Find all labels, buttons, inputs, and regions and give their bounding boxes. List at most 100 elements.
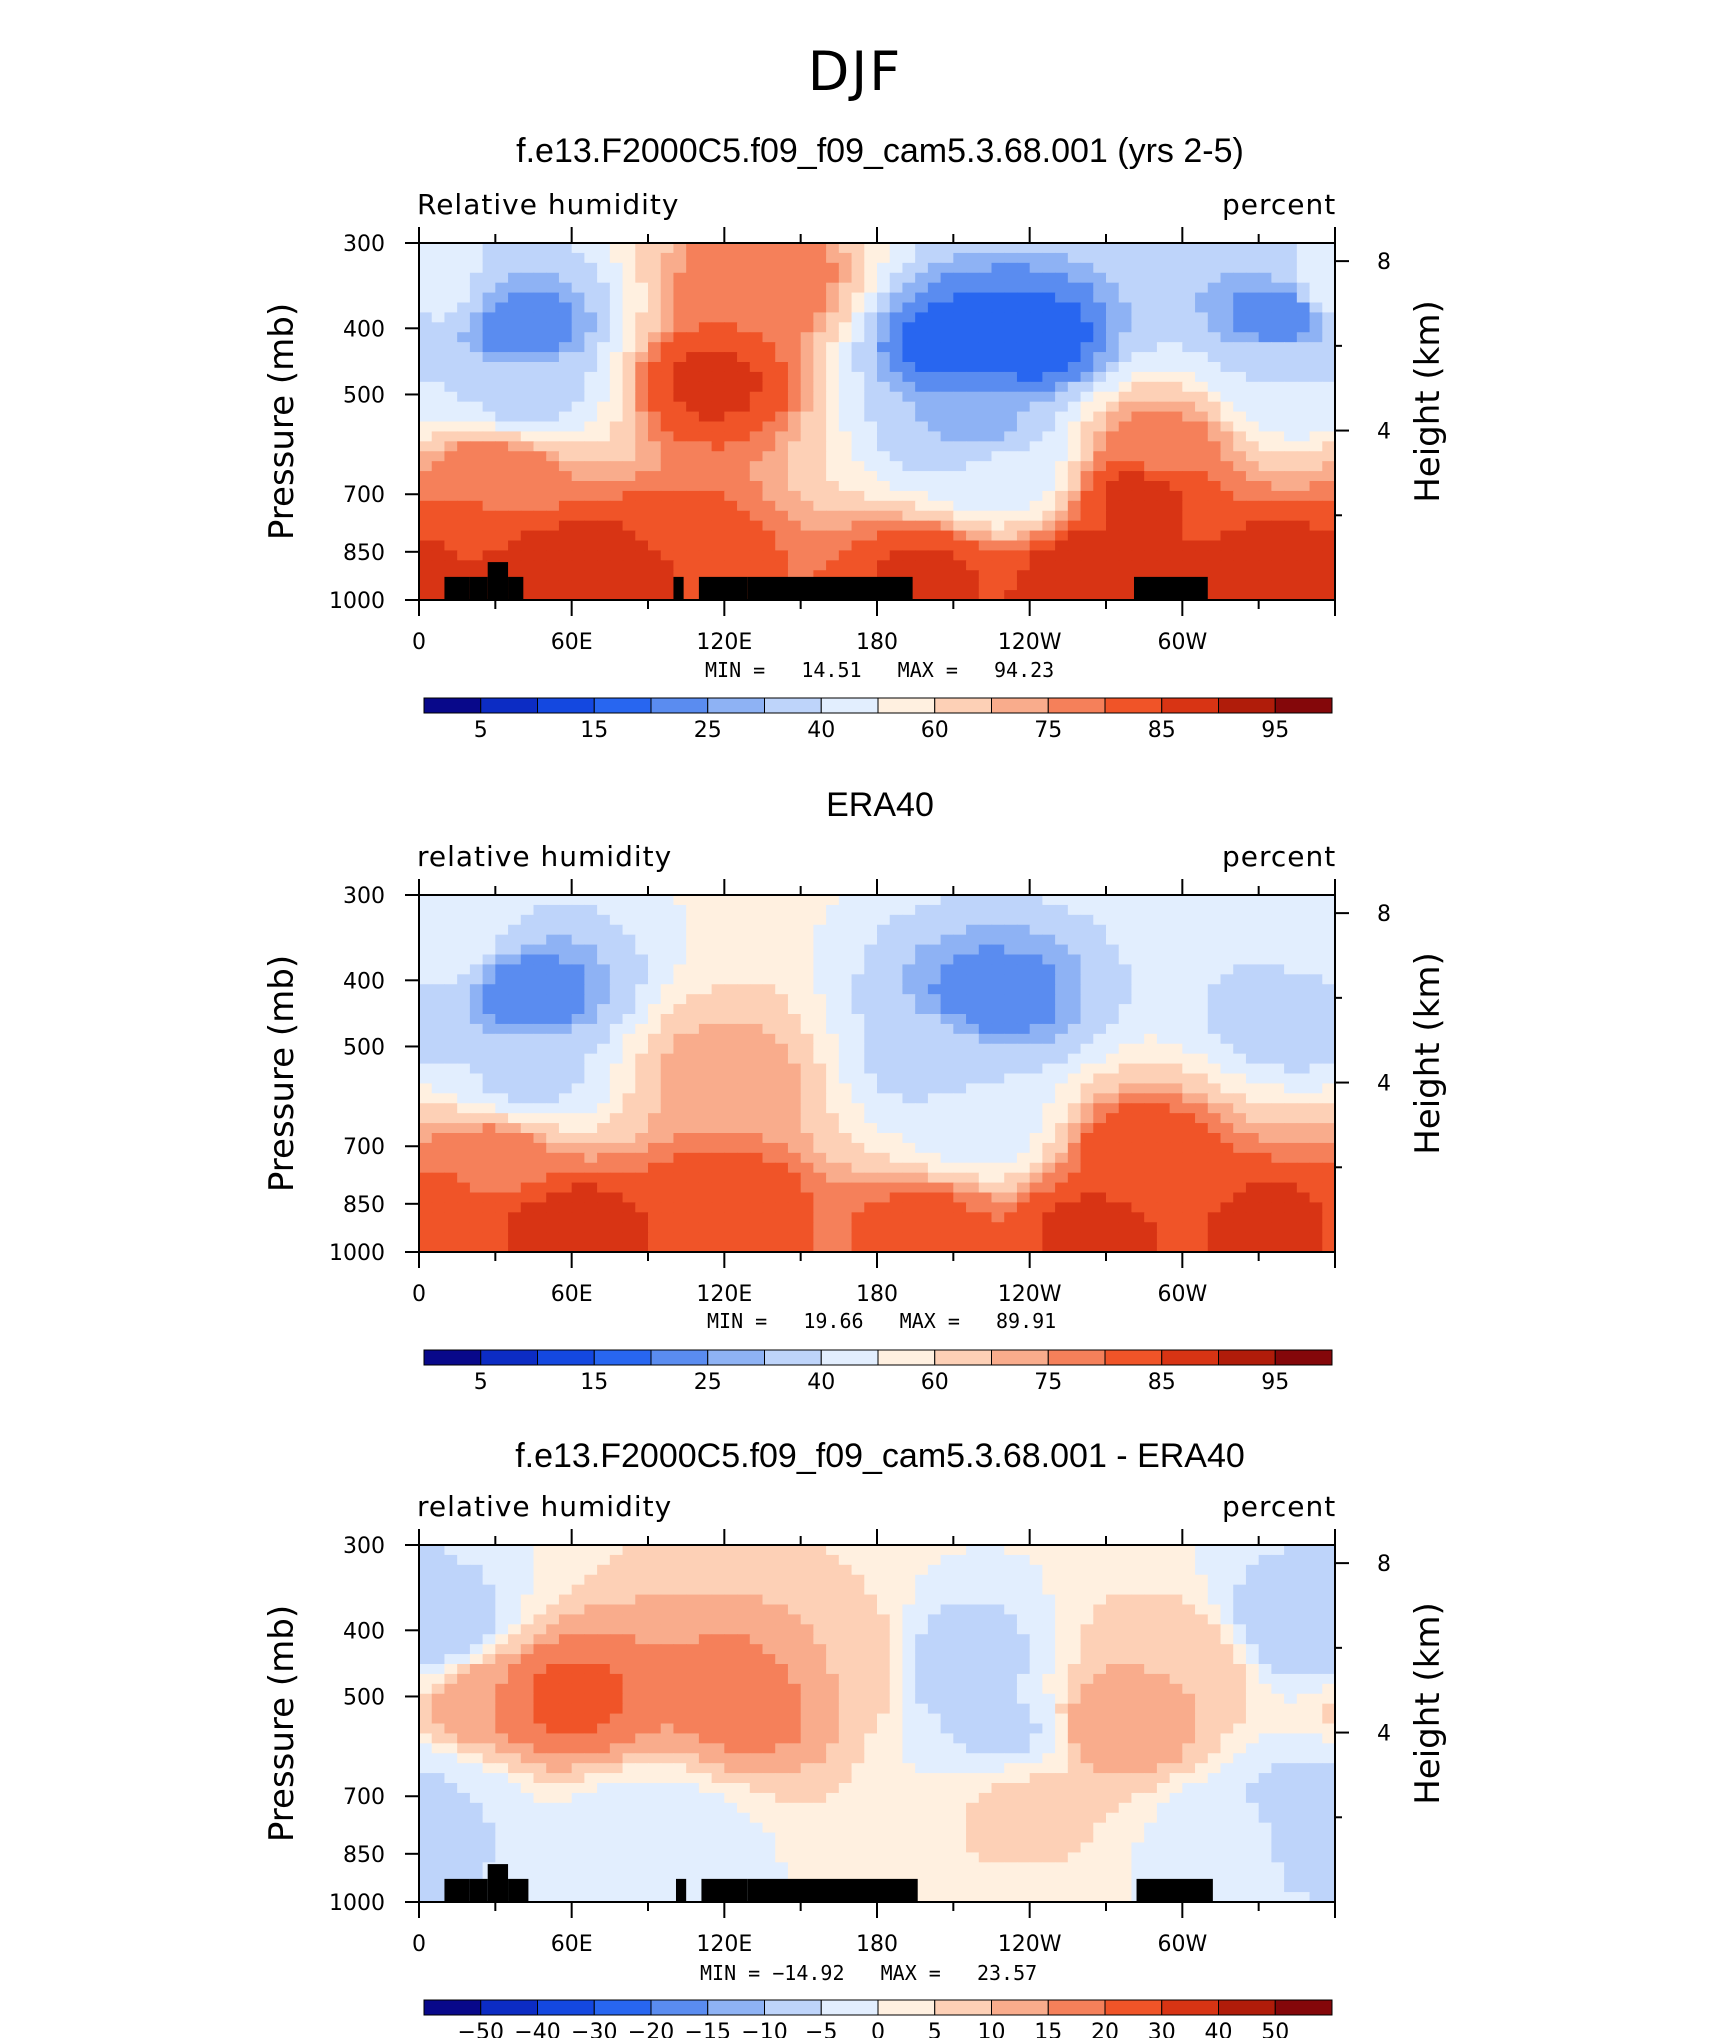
contour-cell [1322, 292, 1335, 304]
contour-cell [584, 550, 598, 561]
contour-cell [711, 540, 725, 552]
contour-cell [915, 262, 929, 274]
contour-cell [1245, 471, 1260, 482]
contour-cell [1258, 500, 1272, 512]
contour-cell [749, 1093, 764, 1104]
contour-cell [1258, 371, 1272, 383]
contour-cell [1016, 401, 1031, 413]
contour-cell [1233, 461, 1247, 472]
contour-cell [1258, 1023, 1272, 1035]
contour-cell [877, 530, 891, 542]
contour-cell [1042, 904, 1056, 916]
contour-cell [444, 1053, 458, 1065]
contour-cell [1233, 1133, 1247, 1144]
contour-cell [1131, 352, 1145, 363]
contour-cell [1284, 934, 1298, 946]
contour-cell [1233, 570, 1247, 581]
contour-cell [1220, 914, 1234, 926]
contour-cell [889, 520, 904, 532]
contour-cell [698, 441, 713, 452]
contour-cell [1233, 441, 1247, 452]
contour-cell [520, 1083, 535, 1094]
contour-cell [508, 1083, 522, 1094]
contour-cell [1322, 964, 1335, 975]
contour-cell [1245, 411, 1260, 423]
contour-cell [495, 332, 509, 343]
contour-cell [1055, 1152, 1069, 1164]
contour-cell [698, 1053, 713, 1065]
contour-cell [1080, 984, 1094, 995]
contour-cell [673, 371, 687, 383]
contour-cell [749, 352, 764, 363]
contour-cell [558, 1152, 573, 1164]
contour-cell [711, 944, 725, 956]
contour-cell [431, 381, 446, 393]
contour-cell [648, 262, 662, 274]
contour-cell [508, 1152, 522, 1164]
contour-cell [877, 984, 891, 995]
contour-cell [673, 481, 687, 492]
contour-cell [775, 401, 789, 413]
contour-cell [940, 570, 954, 581]
contour-cell [1042, 1033, 1056, 1045]
contour-cell [660, 282, 675, 294]
contour-cell [660, 570, 675, 581]
contour-cell [1106, 381, 1120, 393]
contour-cell [838, 1053, 853, 1065]
contour-cell [1233, 1004, 1247, 1015]
contour-cell [558, 1093, 573, 1104]
contour-cell [1207, 272, 1222, 284]
contour-cell [584, 1123, 598, 1134]
contour-cell [508, 520, 522, 532]
contour-cell [877, 490, 891, 502]
contour-cell [1118, 580, 1133, 591]
contour-cell [826, 471, 840, 482]
contour-cell [1284, 431, 1298, 442]
contour-cell [698, 312, 713, 323]
contour-cell [940, 1142, 954, 1154]
contour-cell [622, 1043, 636, 1055]
contour-cell [597, 391, 611, 403]
contour-cell [749, 441, 764, 452]
contour-cell [469, 984, 484, 995]
contour-cell [1156, 451, 1171, 462]
contour-cell [915, 974, 929, 985]
contour-cell [978, 964, 993, 975]
contour-cell [724, 994, 738, 1005]
contour-cell [902, 520, 916, 532]
contour-cell [1258, 1014, 1272, 1025]
contour-cell [673, 362, 687, 373]
contour-cell [1233, 520, 1247, 532]
contour-cell [800, 381, 814, 393]
contour-cell [1042, 371, 1056, 383]
contour-cell [546, 1172, 560, 1184]
contour-cell [457, 1014, 471, 1025]
contour-cell [1195, 914, 1209, 926]
contour-cell [571, 421, 585, 433]
contour-cell [1067, 994, 1082, 1005]
contour-cell [902, 1172, 916, 1184]
contour-cell [813, 520, 827, 532]
contour-cell [864, 530, 878, 542]
contour-cell [495, 1023, 509, 1035]
contour-cell [1182, 401, 1196, 413]
contour-cell [673, 441, 687, 452]
contour-cell [902, 342, 916, 353]
contour-cell [622, 974, 636, 985]
contour-cell [686, 391, 700, 403]
contour-cell [889, 481, 904, 492]
contour-cell [419, 252, 433, 264]
contour-cell [1029, 924, 1043, 936]
contour-cell [800, 1073, 814, 1085]
contour-cell [762, 272, 776, 284]
contour-cell [826, 1093, 840, 1104]
contour-cell [889, 302, 904, 314]
contour-cell [686, 540, 700, 552]
contour-cell [1131, 431, 1145, 442]
contour-cell [419, 243, 433, 254]
contour-cell [648, 924, 662, 936]
contour-cell [660, 431, 675, 442]
contour-cell [775, 411, 789, 423]
contour-cell [457, 1162, 471, 1174]
contour-cell [978, 252, 993, 264]
